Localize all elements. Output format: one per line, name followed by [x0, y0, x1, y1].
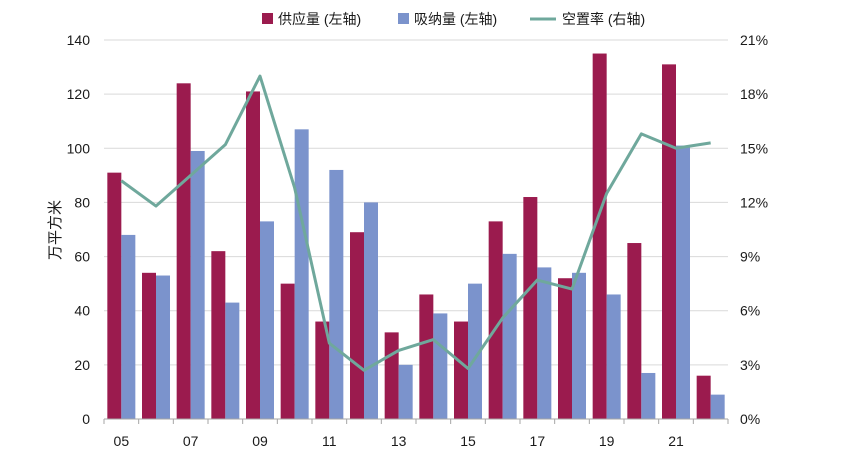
y-tick-label: 80 — [74, 194, 90, 210]
y2-tick-label: 9% — [740, 249, 760, 265]
x-tick-label: 21 — [668, 433, 684, 449]
y2-tick-label: 12% — [740, 194, 768, 210]
y2-tick-label: 15% — [740, 140, 768, 156]
supply-bar — [523, 197, 538, 419]
supply-bar — [627, 243, 642, 419]
vacancy-line — [120, 74, 711, 372]
x-tick-label: 13 — [391, 433, 407, 449]
absorption-bar — [641, 372, 656, 419]
y-tick-label: 20 — [74, 357, 90, 373]
absorption-bar — [676, 145, 690, 420]
supply-bar — [419, 294, 434, 419]
supply-bar — [696, 375, 711, 419]
x-tick-label: 09 — [252, 433, 268, 449]
y2-tick-label: 3% — [740, 357, 760, 373]
supply-bar — [211, 251, 226, 419]
y2-tick-label: 6% — [740, 303, 760, 319]
x-tick-label: 17 — [530, 433, 546, 449]
supply-bar — [176, 83, 191, 420]
absorption-bar — [156, 275, 170, 419]
legend-swatch — [262, 13, 273, 24]
gridlines — [104, 39, 728, 366]
x-tick-label: 19 — [599, 433, 615, 449]
y-tick-label: 60 — [74, 249, 90, 265]
supply-bar — [107, 172, 122, 419]
vacancy-rate-line — [120, 74, 711, 372]
legend-swatch — [398, 13, 409, 24]
absorption-bar — [329, 169, 344, 419]
supply-bar — [662, 64, 676, 419]
y-tick-label: 100 — [67, 140, 91, 156]
legend-label: 供应量 (左轴) — [278, 11, 361, 27]
absorption-bar — [398, 364, 413, 419]
y-tick-label: 0 — [82, 411, 90, 427]
supply-bar — [488, 221, 503, 419]
legend: 供应量 (左轴) 吸纳量 (左轴) 空置率 (右轴) — [262, 11, 645, 27]
absorption-bar — [294, 129, 309, 420]
absorption-bar — [572, 272, 586, 419]
absorption-bar — [502, 253, 517, 419]
x-tick-label: 05 — [114, 433, 130, 449]
supply-bar — [315, 321, 330, 419]
absorption-bar — [190, 150, 205, 419]
supply-bar — [142, 272, 156, 419]
legend-label: 吸纳量 (左轴) — [414, 11, 497, 27]
y2-tick-label: 18% — [740, 86, 768, 102]
y2-tick-label: 0% — [740, 411, 760, 427]
supply-bar — [384, 332, 399, 419]
bars — [107, 53, 725, 420]
absorption-bar — [606, 294, 621, 419]
axes: 0 20 40 60 80 100 120 140 0% 3% 6% 9% 12% 15% 18% 21% 05… — [67, 32, 768, 449]
absorption-bar — [225, 302, 240, 419]
supply-bar — [454, 321, 468, 419]
y2-tick-label: 21% — [740, 32, 768, 48]
y-tick-label: 40 — [74, 303, 90, 319]
absorption-bar — [468, 283, 482, 419]
x-tick-label: 15 — [460, 433, 476, 449]
y-axis-title: 万平方米 — [47, 200, 64, 260]
supply-bar — [592, 53, 607, 420]
supply-bar — [350, 232, 364, 419]
y-tick-label: 120 — [67, 86, 91, 102]
supply-bar — [280, 283, 295, 419]
absorption-bar — [433, 313, 448, 419]
x-tick-label: 11 — [322, 433, 337, 449]
absorption-bar — [537, 267, 552, 419]
absorption-bar — [121, 234, 136, 419]
legend-label: 空置率 (右轴) — [562, 11, 645, 27]
supply-bar — [558, 278, 572, 419]
absorption-bar — [710, 394, 725, 419]
absorption-bar — [364, 202, 378, 419]
absorption-bar — [260, 221, 274, 419]
y-tick-label: 140 — [67, 32, 91, 48]
supply-bar — [246, 91, 260, 419]
x-tick-label: 07 — [183, 433, 199, 449]
